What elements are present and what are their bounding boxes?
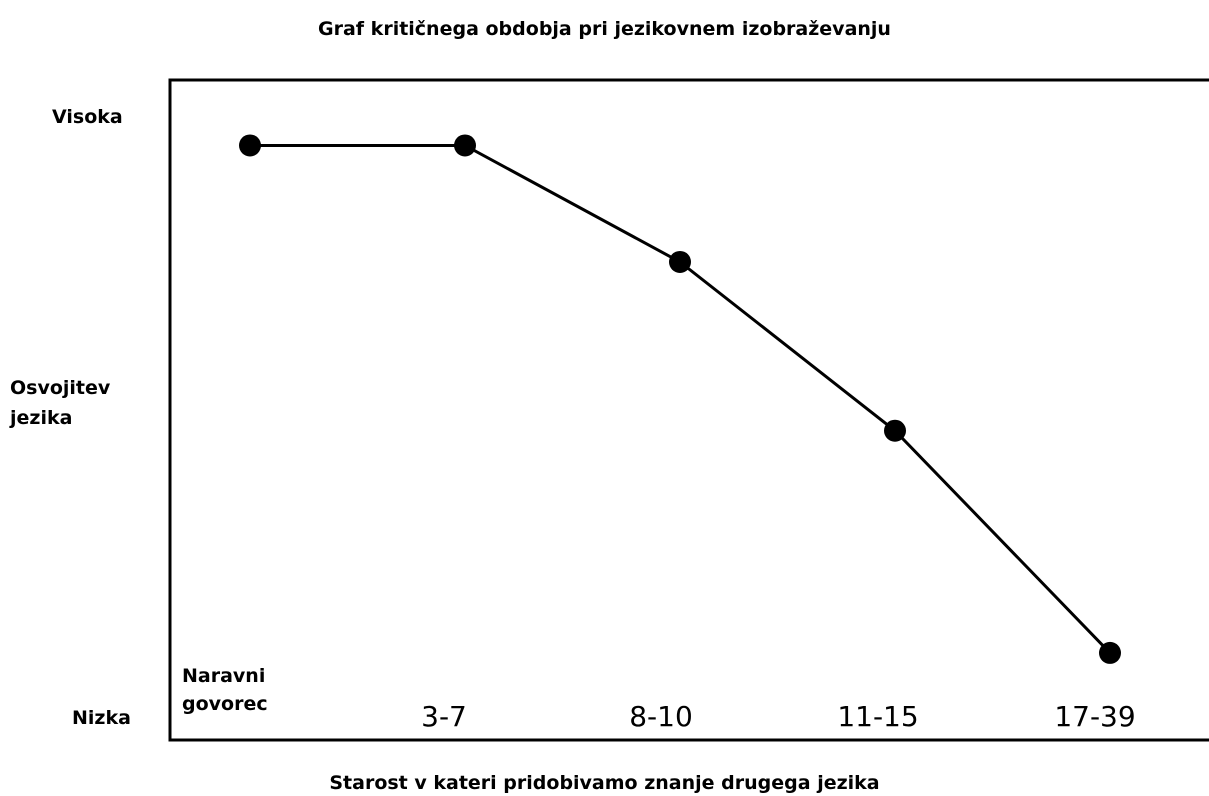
x-tick-label: 11-15 <box>837 700 919 733</box>
y-axis-label: Osvojitev jezika <box>10 377 111 429</box>
x-axis-label: Starost v kateri pridobivamo znanje drug… <box>329 772 880 794</box>
data-point <box>884 419 906 442</box>
x-tick-label: 17-39 <box>1054 700 1136 733</box>
chart-title: Graf kritičnega obdobja pri jezikovnem i… <box>318 18 891 40</box>
x-tick-label: Naravni govorec <box>182 665 268 715</box>
data-line <box>250 143 1112 654</box>
data-point <box>1099 641 1121 664</box>
y-tick-label: Nizka <box>72 706 131 729</box>
data-point <box>669 250 691 273</box>
data-point <box>454 134 476 157</box>
data-point <box>239 134 261 157</box>
x-tick-label: 8-10 <box>629 700 693 733</box>
y-tick-label: Visoka <box>52 106 123 129</box>
x-tick-label: 3-7 <box>421 700 467 733</box>
